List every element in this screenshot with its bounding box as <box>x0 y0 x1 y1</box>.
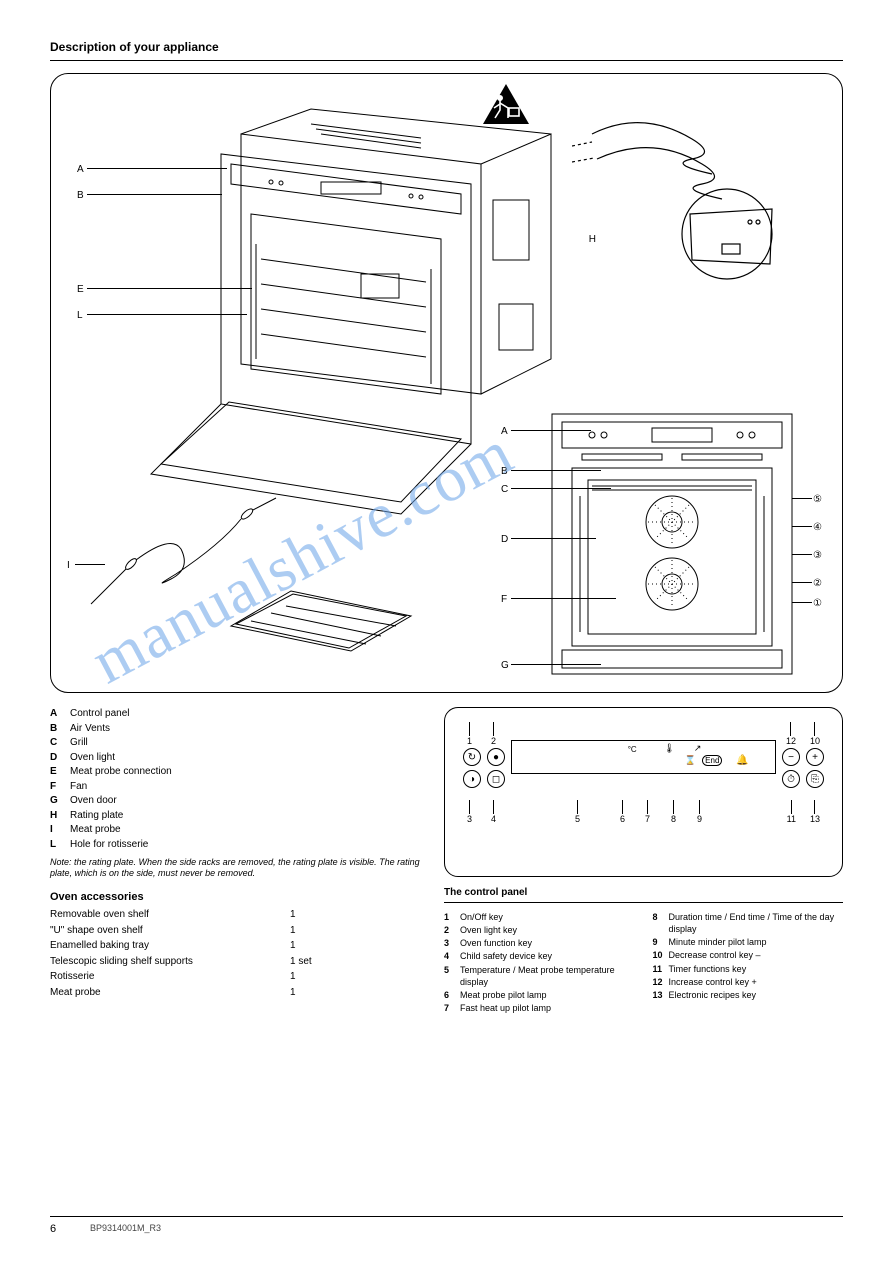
callout-F2: F <box>501 594 507 605</box>
callout-H: H <box>589 234 596 245</box>
oven-legend-list: AControl panel BAir Vents CGrill DOven l… <box>50 707 420 851</box>
control-panel-diagram: ↻ ● °C ⌛ End 🔔 ↗ 🌡 − + ◑ ◻ <box>444 707 843 877</box>
timer-key-icon: ⏱ <box>782 770 800 788</box>
accessories-list: Removable oven shelf1 "U" shape oven she… <box>50 908 420 999</box>
callout-G2: G <box>501 660 509 671</box>
temp-unit-label: °C <box>628 745 637 754</box>
callout-B: B <box>77 190 84 201</box>
page-footer: 6 BP9314001M_R3 <box>50 1216 843 1235</box>
rating-plate-note: Note: the rating plate. When the side ra… <box>50 857 420 880</box>
function-key-icon: ● <box>487 748 505 766</box>
ptr-12: 12 <box>786 736 796 746</box>
ptr-3: 3 <box>467 814 472 824</box>
display-area: °C ⌛ End 🔔 ↗ 🌡 <box>511 740 776 774</box>
ptr-4: 4 <box>491 814 496 824</box>
recipes-key-icon: ⎘ <box>806 770 824 788</box>
callout-A: A <box>77 164 84 175</box>
control-panel-title: The control panel <box>444 887 843 898</box>
ptr-11: 11 <box>787 814 796 824</box>
bell-icon: 🔔 <box>736 755 748 766</box>
fast-heat-icon: ↗ <box>694 743 702 754</box>
ptr-10: 10 <box>810 736 820 746</box>
accessories-title: Oven accessories <box>50 890 420 905</box>
callout-I: I <box>67 560 70 571</box>
callout-L: L <box>77 310 83 321</box>
callout-B2: B <box>501 466 508 477</box>
callout-A2: A <box>501 426 508 437</box>
callout-E: E <box>77 284 84 295</box>
ptr-6: 6 <box>620 814 625 824</box>
ptr-5: 5 <box>575 814 580 824</box>
shelf-level-2: ② <box>813 578 822 589</box>
hourglass-icon: ⌛ <box>685 755 696 766</box>
shelf-level-1: ① <box>813 598 822 609</box>
probe-icon: 🌡 <box>664 743 675 754</box>
shelf-level-4: ④ <box>813 522 822 533</box>
connector-detail-drawing <box>572 104 822 284</box>
legend-label: Control panel <box>70 707 129 721</box>
ptr-9: 9 <box>697 814 702 824</box>
footer-model: BP9314001M_R3 <box>90 1223 843 1235</box>
light-key-icon: ◑ <box>463 770 481 788</box>
ptr-7: 7 <box>645 814 650 824</box>
wire-shelf-drawing <box>221 566 421 666</box>
shelf-level-5: ⑤ <box>813 494 822 505</box>
oven-front-drawing <box>542 404 802 684</box>
childlock-key-icon: ◻ <box>487 770 505 788</box>
legend-key: A <box>50 707 70 721</box>
plus-key-icon: + <box>806 748 824 766</box>
onoff-key-icon: ↻ <box>463 748 481 766</box>
callout-C2: C <box>501 484 508 495</box>
minus-key-icon: − <box>782 748 800 766</box>
control-title-rule <box>444 902 843 903</box>
ptr-8: 8 <box>671 814 676 824</box>
page-number: 6 <box>50 1223 90 1235</box>
title-rule <box>50 60 843 61</box>
main-diagram-box: A B E L H <box>50 73 843 693</box>
callout-D2: D <box>501 534 508 545</box>
control-panel-legend: 1On/Off key 2Oven light key 3Oven functi… <box>444 911 843 1014</box>
ptr-2: 2 <box>491 736 496 746</box>
ptr-1: 1 <box>467 736 472 746</box>
page-title: Description of your appliance <box>50 40 843 54</box>
ptr-13: 13 <box>810 814 820 824</box>
end-icon: End <box>702 755 722 766</box>
shelf-level-3: ③ <box>813 550 822 561</box>
